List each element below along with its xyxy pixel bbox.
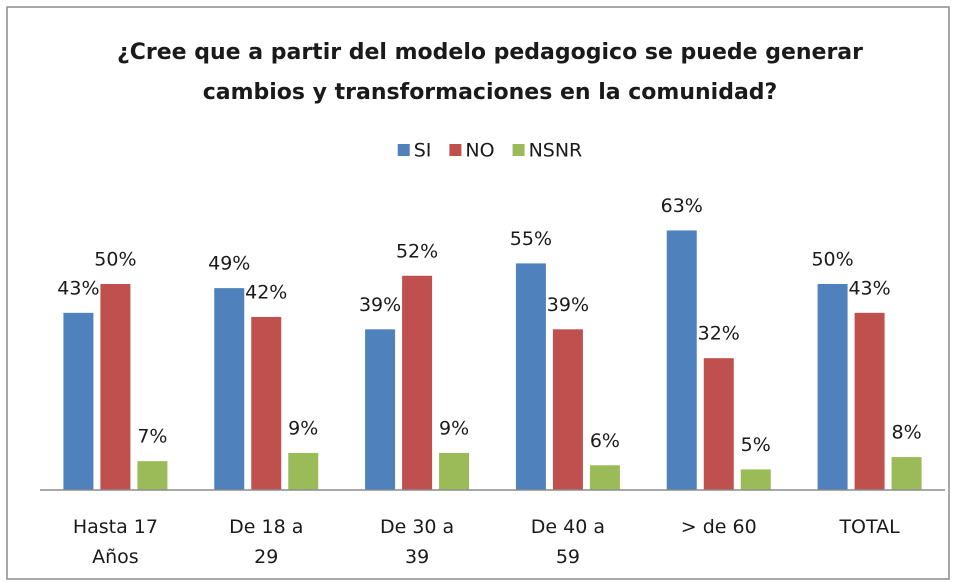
x-tick-label: Hasta 17 Años [73, 516, 158, 568]
bar [63, 312, 94, 490]
x-tick-label: De 30 a 39 [380, 516, 454, 568]
data-label: 39% [547, 294, 589, 316]
legend-swatch [397, 144, 410, 156]
legend-label: NO [465, 140, 494, 162]
bar [817, 284, 848, 490]
data-label: 50% [811, 249, 853, 271]
chart-title: ¿Cree que a partir del modelo pedagogico… [117, 40, 863, 105]
bar [740, 469, 771, 490]
data-label: 39% [359, 294, 401, 316]
data-label: 52% [396, 240, 438, 262]
bar [288, 452, 319, 490]
legend-swatch [449, 144, 462, 156]
bar [666, 230, 697, 490]
bar [439, 452, 470, 490]
bar [402, 275, 433, 490]
data-label: 50% [94, 249, 136, 271]
bar [214, 288, 245, 490]
data-label: 6% [590, 430, 620, 452]
bar [100, 284, 131, 490]
x-tick-label: TOTAL [838, 516, 900, 538]
data-label: 49% [208, 253, 250, 275]
bar [703, 358, 734, 490]
data-label: 9% [288, 417, 318, 439]
legend-label: NSNR [529, 140, 583, 162]
data-label: 5% [741, 434, 771, 456]
data-label: 8% [892, 422, 922, 444]
data-label: 9% [439, 417, 469, 439]
bar [854, 312, 885, 490]
x-tick-label: > de 60 [681, 516, 757, 538]
bar [552, 329, 583, 490]
bar [137, 461, 168, 490]
data-label: 32% [698, 323, 740, 345]
data-label: 42% [245, 281, 287, 303]
legend-swatch [512, 144, 525, 156]
bar [251, 316, 282, 490]
bar [515, 263, 546, 490]
data-label: 55% [510, 228, 552, 250]
bar [891, 457, 922, 490]
x-tick-label: De 40 a 59 [531, 516, 605, 568]
bar [589, 465, 620, 490]
data-label: 43% [848, 277, 890, 299]
data-label: 43% [57, 277, 99, 299]
data-label: 63% [661, 195, 703, 217]
data-label: 7% [137, 426, 167, 448]
bar [365, 329, 396, 490]
x-tick-label: De 18 a 29 [229, 516, 303, 568]
legend-label: SI [414, 140, 432, 162]
